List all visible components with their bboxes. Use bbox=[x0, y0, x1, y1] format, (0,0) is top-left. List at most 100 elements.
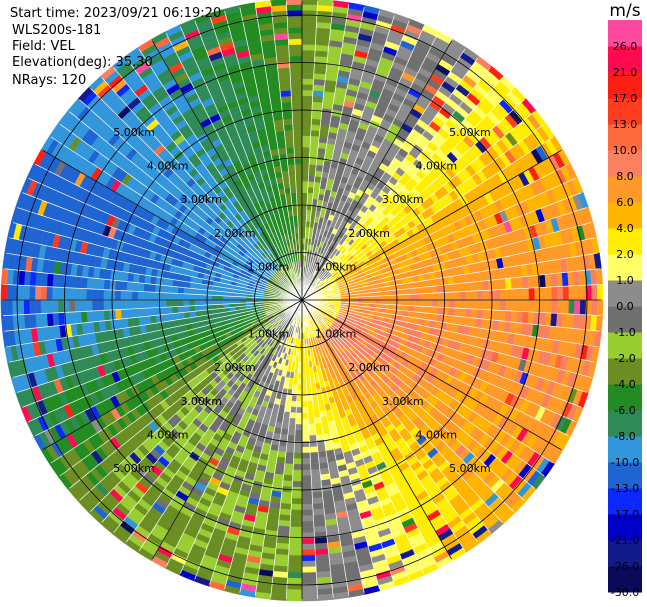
velocity-cell bbox=[301, 84, 314, 91]
velocity-cell bbox=[517, 299, 524, 312]
velocity-cell bbox=[166, 278, 174, 287]
velocity-cell bbox=[471, 290, 478, 301]
velocity-cell bbox=[545, 299, 553, 314]
velocity-cell bbox=[316, 434, 325, 441]
velocity-cell bbox=[69, 287, 76, 301]
velocity-cell bbox=[301, 181, 309, 188]
ray-separator bbox=[301, 1, 319, 301]
velocity-cell bbox=[194, 305, 202, 312]
velocity-cell bbox=[483, 299, 490, 310]
velocity-cell bbox=[6, 284, 13, 301]
velocity-cell bbox=[286, 577, 303, 585]
velocity-cell bbox=[284, 463, 294, 470]
velocity-cell bbox=[308, 164, 317, 171]
velocity-cell bbox=[120, 309, 128, 320]
velocity-cell bbox=[454, 299, 461, 309]
velocity-cell bbox=[313, 519, 326, 527]
velocity-cell bbox=[314, 536, 328, 544]
velocity-cell bbox=[183, 299, 190, 307]
velocity-cell bbox=[471, 299, 478, 310]
velocity-cell bbox=[301, 555, 316, 562]
velocity-cell bbox=[562, 285, 570, 301]
velocity-cell bbox=[448, 291, 456, 301]
velocity-cell bbox=[120, 290, 127, 301]
ray-separator bbox=[301, 77, 503, 301]
velocity-cell bbox=[188, 305, 196, 312]
velocity-cell bbox=[316, 159, 325, 166]
ray-separator bbox=[301, 67, 491, 301]
velocity-cell bbox=[172, 279, 180, 288]
velocity-cell bbox=[315, 428, 324, 436]
velocity-cell bbox=[500, 289, 507, 301]
velocity-cell bbox=[301, 424, 309, 431]
ray-separator bbox=[301, 2, 334, 301]
velocity-cell bbox=[521, 311, 529, 324]
velocity-cell bbox=[510, 277, 518, 290]
velocity-cell bbox=[454, 291, 461, 301]
velocity-cell bbox=[499, 278, 507, 290]
velocity-cell bbox=[290, 515, 303, 522]
velocity-cell bbox=[149, 275, 157, 285]
velocity-cell bbox=[301, 475, 312, 482]
velocity-cell bbox=[312, 502, 325, 510]
velocity-cell bbox=[92, 277, 100, 290]
ray-separator bbox=[301, 57, 479, 301]
velocity-cell bbox=[308, 434, 317, 442]
velocity-cell bbox=[307, 192, 314, 200]
velocity-cell bbox=[288, 549, 303, 556]
velocity-cell bbox=[301, 418, 309, 425]
velocity-cell bbox=[290, 509, 303, 516]
velocity-cell bbox=[420, 299, 427, 307]
velocity-cell bbox=[311, 118, 322, 126]
velocity-cell bbox=[86, 310, 94, 323]
ray-separator bbox=[301, 4, 350, 301]
velocity-cell bbox=[58, 312, 66, 326]
velocity-cell bbox=[171, 293, 178, 301]
velocity-cell bbox=[482, 280, 490, 291]
velocity-cell bbox=[470, 281, 478, 292]
velocity-cell bbox=[165, 292, 173, 301]
velocity-cell bbox=[436, 306, 444, 315]
velocity-cell bbox=[397, 299, 404, 306]
velocity-cell bbox=[74, 287, 82, 301]
velocity-cell bbox=[281, 422, 290, 430]
velocity-cell bbox=[314, 56, 328, 64]
velocity-cell bbox=[188, 288, 196, 295]
velocity-cell bbox=[301, 4, 318, 11]
velocity-cell bbox=[194, 299, 201, 306]
velocity-cell bbox=[103, 309, 111, 321]
velocity-cell bbox=[80, 299, 87, 312]
velocity-cell bbox=[172, 312, 180, 321]
velocity-cell bbox=[92, 310, 100, 323]
velocity-cell bbox=[409, 299, 416, 307]
velocity-cell bbox=[301, 503, 314, 511]
velocity-cell bbox=[420, 293, 427, 301]
velocity-cell bbox=[183, 305, 190, 313]
velocity-cell bbox=[69, 275, 77, 289]
velocity-cell bbox=[301, 515, 314, 522]
velocity-cell bbox=[309, 446, 319, 453]
velocity-cell bbox=[301, 435, 310, 442]
velocity-cell bbox=[301, 549, 316, 556]
velocity-cell bbox=[301, 141, 311, 148]
velocity-cell bbox=[301, 372, 307, 380]
velocity-cell bbox=[287, 566, 303, 573]
velocity-cell bbox=[425, 286, 433, 294]
velocity-cell bbox=[177, 293, 184, 301]
velocity-cell bbox=[211, 295, 218, 301]
velocity-cell bbox=[380, 299, 387, 305]
velocity-cell bbox=[301, 0, 318, 6]
velocity-cell bbox=[453, 283, 461, 293]
velocity-cell bbox=[448, 299, 456, 309]
velocity-cell bbox=[447, 275, 455, 285]
velocity-cell bbox=[277, 445, 287, 453]
velocity-cell bbox=[1, 315, 9, 332]
ray-separator bbox=[301, 26, 425, 301]
velocity-cell bbox=[288, 543, 303, 551]
velocity-cell bbox=[40, 286, 47, 301]
velocity-cell bbox=[286, 594, 303, 602]
velocity-cell bbox=[311, 101, 323, 109]
velocity-cell bbox=[470, 308, 478, 319]
velocity-cell bbox=[409, 293, 416, 301]
velocity-cell bbox=[301, 594, 318, 602]
